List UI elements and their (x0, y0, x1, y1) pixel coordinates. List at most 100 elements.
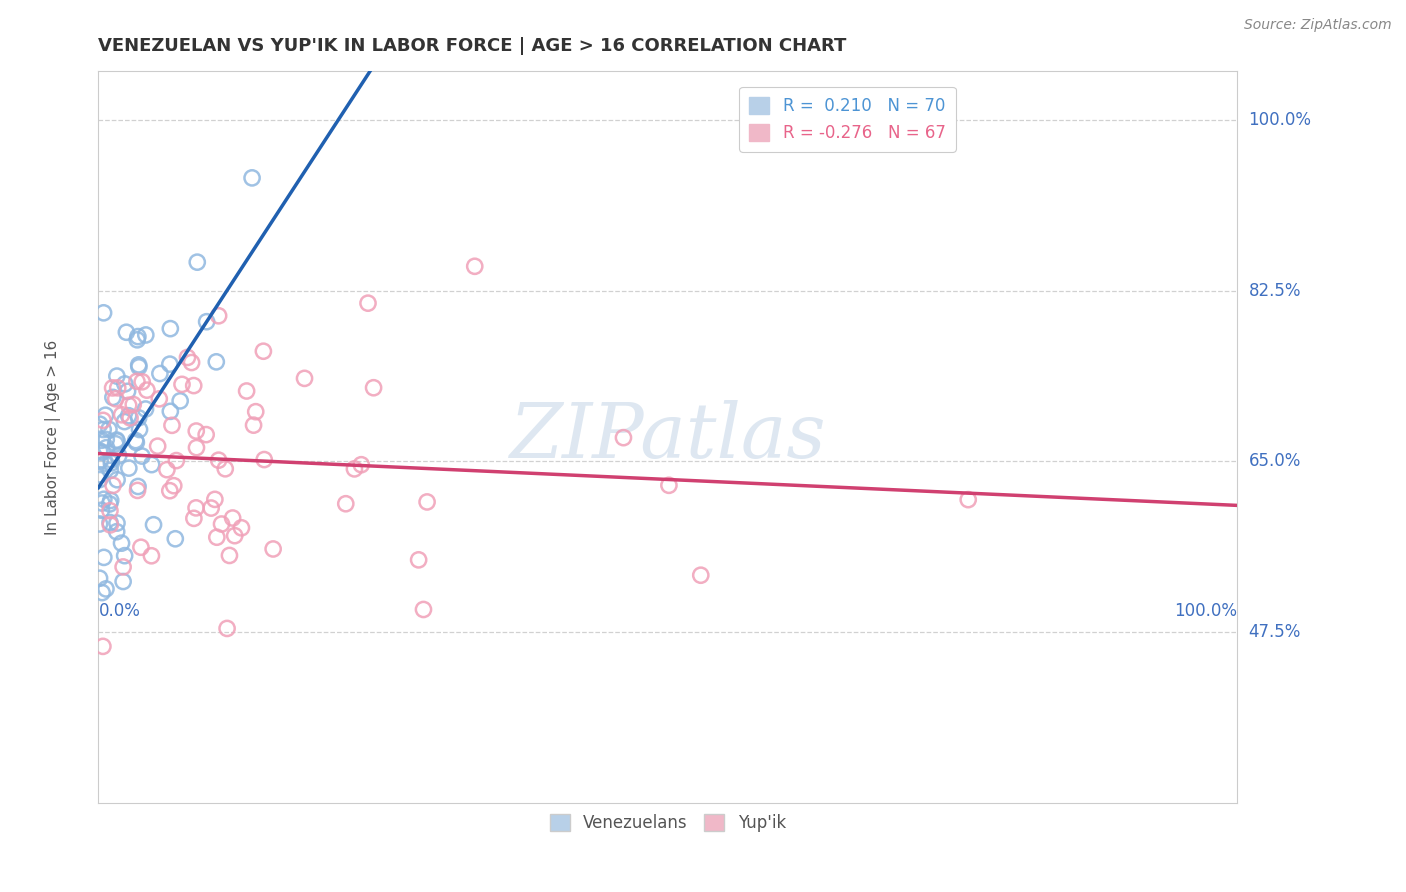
Point (204, 492, 226, 507)
Point (94, 408, 117, 422)
Point (142, 517, 165, 532)
Point (165, 453, 187, 467)
Point (127, 333, 149, 347)
Point (127, 483, 149, 498)
Text: ZIPatlas: ZIPatlas (509, 401, 827, 474)
Point (117, 409, 139, 423)
Point (149, 367, 172, 381)
Point (464, 260, 486, 274)
Point (89, 444, 111, 458)
Point (125, 375, 148, 389)
Point (148, 392, 170, 406)
Point (112, 560, 135, 574)
Point (89, 454, 111, 468)
Point (141, 549, 163, 563)
Point (129, 541, 152, 555)
Point (89, 516, 111, 531)
Point (122, 397, 145, 411)
Point (224, 529, 246, 543)
Point (180, 355, 202, 369)
Point (128, 410, 150, 425)
Point (89, 473, 111, 487)
Point (135, 328, 157, 343)
Text: 47.5%: 47.5% (1249, 624, 1301, 641)
Point (159, 357, 181, 371)
Point (689, 568, 711, 582)
Point (101, 381, 124, 395)
Point (245, 405, 267, 419)
Point (98, 516, 121, 530)
Point (105, 433, 128, 447)
Legend: Venezuelans, Yup'ik: Venezuelans, Yup'ik (543, 807, 793, 838)
Point (363, 381, 385, 395)
Point (127, 479, 149, 493)
Point (118, 398, 141, 412)
Point (183, 378, 205, 392)
Point (91, 496, 114, 510)
Point (165, 532, 187, 546)
Text: 65.0%: 65.0% (1249, 452, 1301, 470)
Point (112, 574, 135, 589)
Point (183, 511, 205, 525)
Point (101, 391, 124, 405)
Point (98, 463, 121, 477)
Point (612, 431, 634, 445)
Point (114, 549, 136, 563)
Point (412, 602, 434, 616)
Point (124, 434, 146, 448)
Text: Source: ZipAtlas.com: Source: ZipAtlas.com (1244, 18, 1392, 32)
Point (240, 170, 263, 185)
Point (343, 462, 366, 476)
Point (91, 445, 114, 459)
Point (186, 424, 208, 438)
Point (207, 453, 229, 467)
Point (96, 433, 118, 447)
Point (127, 329, 149, 343)
Point (186, 255, 208, 269)
Point (104, 437, 127, 451)
Point (94, 457, 117, 471)
Point (146, 439, 169, 453)
Point (93, 550, 115, 565)
Point (335, 497, 357, 511)
Point (105, 473, 128, 487)
Point (131, 375, 153, 389)
Point (205, 355, 228, 369)
Text: In Labor Force | Age > 16: In Labor Force | Age > 16 (45, 340, 60, 534)
Point (221, 511, 243, 525)
Point (218, 549, 240, 563)
Text: 0.0%: 0.0% (98, 602, 141, 620)
Point (98, 497, 121, 511)
Point (658, 478, 681, 492)
Point (128, 358, 150, 372)
Point (98, 517, 121, 532)
Point (211, 516, 233, 531)
Point (128, 423, 150, 437)
Point (105, 524, 128, 539)
Point (294, 371, 316, 385)
Point (159, 321, 181, 335)
Point (253, 452, 276, 467)
Point (128, 359, 150, 374)
Point (91, 585, 114, 599)
Point (91, 640, 114, 654)
Point (176, 351, 198, 365)
Point (100, 493, 122, 508)
Point (195, 315, 218, 329)
Text: 100.0%: 100.0% (1174, 602, 1237, 620)
Point (96, 441, 118, 455)
Point (101, 478, 124, 492)
Point (242, 418, 264, 433)
Point (93, 306, 115, 320)
Point (214, 462, 236, 476)
Point (207, 309, 229, 323)
Point (156, 463, 179, 477)
Point (195, 427, 218, 442)
Point (110, 536, 132, 550)
Point (235, 384, 257, 398)
Point (94, 582, 117, 596)
Point (105, 516, 128, 530)
Point (131, 449, 153, 463)
Point (114, 376, 136, 391)
Point (98, 504, 121, 518)
